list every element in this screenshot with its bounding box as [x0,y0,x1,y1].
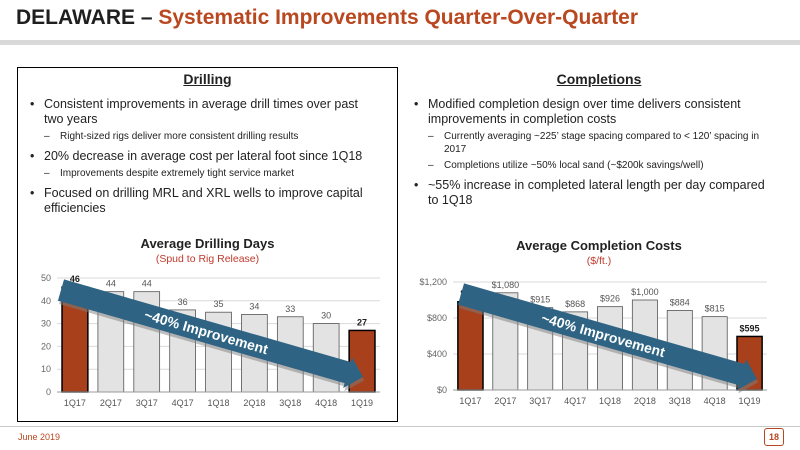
page-number: 18 [764,428,784,446]
completion-ytick-label: $800 [427,313,447,323]
drilling-xtick-label: 4Q18 [315,398,337,408]
drilling-ytick-label: 40 [41,296,51,306]
drilling-bullet-3: Focused on drilling MRL and XRL wells to… [30,186,380,216]
drilling-data-label: 33 [285,304,295,314]
completions-heading: Completions [556,71,642,87]
drilling-data-label: 34 [249,301,259,311]
drilling-xtick-label: 3Q18 [279,398,301,408]
completion-data-label: $915 [530,295,550,305]
drilling-xtick-label: 2Q17 [100,398,122,408]
drilling-ytick-label: 0 [46,387,51,397]
drilling-ytick-label: 30 [41,319,51,329]
drilling-ytick-label: 10 [41,364,51,374]
drilling-ytick-label: 20 [41,341,51,351]
completions-bullet-2: ~55% increase in completed lateral lengt… [414,178,774,208]
completion-xtick-label: 1Q19 [739,396,761,406]
drilling-ytick-label: 50 [41,273,51,283]
drilling-bullet-1: Consistent improvements in average drill… [30,97,380,127]
footer-date: June 2019 [18,432,61,442]
completion-xtick-label: 1Q17 [459,396,481,406]
drilling-xtick-label: 3Q17 [136,398,158,408]
drilling-subbullet-1: Right-sized rigs deliver more consistent… [30,130,380,143]
drilling-xtick-label: 4Q17 [172,398,194,408]
completion-data-label: $868 [565,299,585,309]
drilling-bullets: Consistent improvements in average drill… [30,97,380,216]
drilling-data-label: 27 [357,317,367,327]
drilling-arrow-body [57,279,363,388]
completion-data-label: $595 [740,323,760,333]
page-title: DELAWARE – Systematic Improvements Quart… [16,6,638,30]
drilling-xtick-label: 2Q18 [243,398,265,408]
drilling-chart-subtitle: (Spud to Rig Release) [155,253,260,265]
drilling-data-label: 44 [142,279,152,289]
completion-xtick-label: 2Q18 [634,396,656,406]
completion-xtick-label: 4Q18 [704,396,726,406]
completion-xtick-label: 3Q17 [529,396,551,406]
completion-xtick-label: 3Q18 [669,396,691,406]
drilling-panel [17,67,398,422]
drilling-data-label: 35 [213,299,223,309]
drilling-data-label: 36 [178,297,188,307]
drilling-days-chart: 0 10 20 30 40 50 46 1Q17 44 2Q17 44 3Q17 36 4Q17 35 1Q1… [41,273,380,408]
completion-data-label: $884 [670,297,690,307]
title-headline: Systematic Improvements Quarter-Over-Qua… [158,6,639,29]
completion-xtick-label: 2Q17 [494,396,516,406]
drilling-data-label: 44 [106,279,116,289]
drilling-data-label: 30 [321,311,331,321]
drilling-xtick-label: 1Q19 [351,398,373,408]
completions-subbullet-1: Currently averaging ~225’ stage spacing … [414,130,774,156]
completion-data-label: $926 [600,294,620,304]
drilling-xtick-label: 1Q17 [64,398,86,408]
completions-bullet-1: Modified completion design over time del… [414,97,774,127]
completion-data-label: $1,080 [492,280,520,290]
completion-xtick-label: 4Q17 [564,396,586,406]
footer-rule [0,426,800,427]
title-region: DELAWARE – [16,6,159,29]
completion-data-label: $1,000 [631,287,659,297]
completion-ytick-label: $400 [427,349,447,359]
completion-costs-chart: $0$400$800$1,200$9811Q17$1,0802Q17$9153Q… [419,277,767,406]
completion-arrow-body [457,283,757,390]
completion-ytick-label: $0 [437,385,447,395]
completion-bar-1q17 [457,300,484,391]
drilling-subbullet-2: Improvements despite extremely tight ser… [30,167,380,180]
completion-chart-title: Average Completion Costs [516,238,682,253]
completions-subbullet-2: Completions utilize ~50% local sand (~$2… [414,159,774,172]
drilling-heading: Drilling [183,71,232,87]
completion-ytick-label: $1,200 [419,277,447,287]
completion-xtick-label: 1Q18 [599,396,621,406]
drilling-xtick-label: 1Q18 [207,398,229,408]
drilling-data-label: 46 [70,274,80,284]
drilling-chart-title: Average Drilling Days [140,236,275,251]
title-rule [0,40,800,45]
completion-data-label: $815 [705,304,725,314]
drilling-bullet-2: 20% decrease in average cost per lateral… [30,149,380,164]
completions-bullets: Modified completion design over time del… [414,97,774,208]
completion-chart-subtitle: ($/ft.) [586,255,612,267]
